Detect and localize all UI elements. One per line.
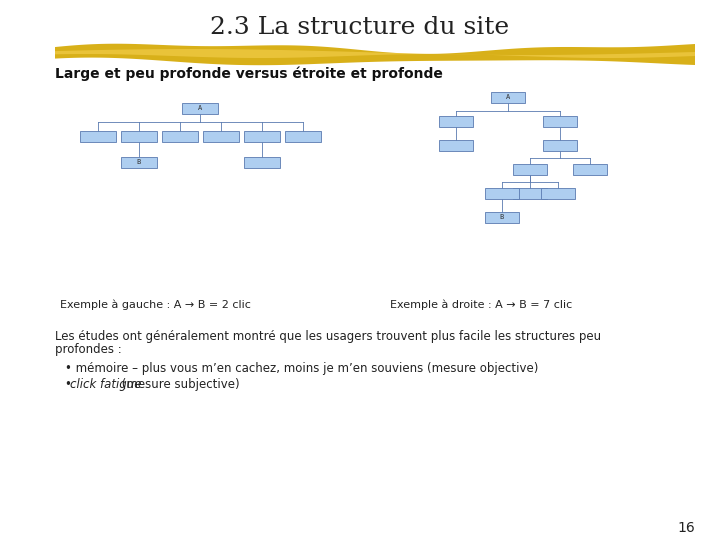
FancyBboxPatch shape bbox=[491, 91, 525, 103]
FancyBboxPatch shape bbox=[439, 116, 473, 126]
Text: •: • bbox=[65, 378, 76, 391]
FancyBboxPatch shape bbox=[79, 131, 115, 141]
FancyBboxPatch shape bbox=[485, 187, 519, 199]
FancyBboxPatch shape bbox=[284, 131, 320, 141]
FancyBboxPatch shape bbox=[120, 157, 156, 167]
Polygon shape bbox=[55, 49, 695, 58]
Text: Large et peu profonde versus étroite et profonde: Large et peu profonde versus étroite et … bbox=[55, 67, 443, 81]
FancyBboxPatch shape bbox=[485, 212, 519, 222]
Text: Exemple à gauche : A → B = 2 clic: Exemple à gauche : A → B = 2 clic bbox=[60, 300, 251, 310]
Text: (mesure subjective): (mesure subjective) bbox=[118, 378, 240, 391]
Text: click fatigue: click fatigue bbox=[70, 378, 142, 391]
FancyBboxPatch shape bbox=[161, 131, 197, 141]
Text: B: B bbox=[136, 159, 140, 165]
FancyBboxPatch shape bbox=[120, 131, 156, 141]
Text: Les études ont généralement montré que les usagers trouvent plus facile les stru: Les études ont généralement montré que l… bbox=[55, 330, 601, 343]
Text: • mémoire – plus vous m’en cachez, moins je m’en souviens (mesure objective): • mémoire – plus vous m’en cachez, moins… bbox=[65, 362, 539, 375]
Polygon shape bbox=[55, 44, 695, 65]
FancyBboxPatch shape bbox=[182, 103, 218, 113]
Text: Exemple à droite : A → B = 7 clic: Exemple à droite : A → B = 7 clic bbox=[390, 300, 572, 310]
FancyBboxPatch shape bbox=[573, 164, 607, 174]
Text: A: A bbox=[198, 105, 202, 111]
Text: profondes :: profondes : bbox=[55, 343, 122, 356]
Text: 2.3 La structure du site: 2.3 La structure du site bbox=[210, 17, 510, 39]
FancyBboxPatch shape bbox=[243, 131, 279, 141]
FancyBboxPatch shape bbox=[439, 139, 473, 151]
FancyBboxPatch shape bbox=[243, 157, 279, 167]
Text: 16: 16 bbox=[678, 521, 695, 535]
FancyBboxPatch shape bbox=[543, 116, 577, 126]
FancyBboxPatch shape bbox=[543, 139, 577, 151]
FancyBboxPatch shape bbox=[513, 164, 547, 174]
FancyBboxPatch shape bbox=[513, 187, 547, 199]
FancyBboxPatch shape bbox=[202, 131, 238, 141]
Text: B: B bbox=[500, 214, 504, 220]
FancyBboxPatch shape bbox=[541, 187, 575, 199]
Text: A: A bbox=[506, 94, 510, 100]
